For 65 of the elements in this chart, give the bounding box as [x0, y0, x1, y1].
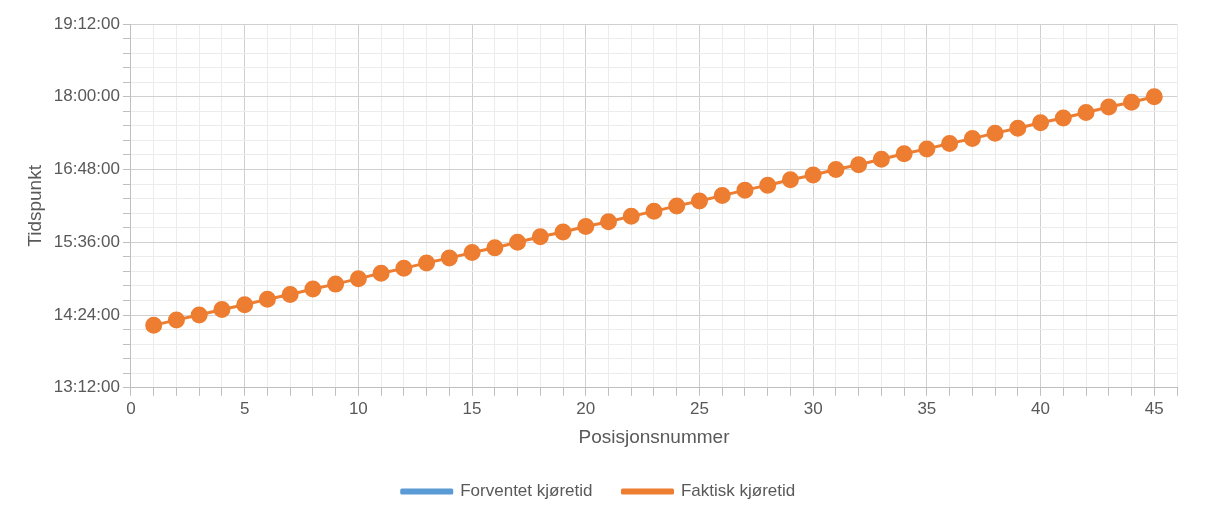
point	[554, 223, 572, 241]
x-tick-label: 10	[348, 398, 368, 418]
point	[827, 161, 845, 179]
point	[895, 145, 913, 163]
point	[463, 244, 481, 262]
y-tick-label: 14:24:00	[53, 304, 120, 324]
x-axis-title: Posisjonsnummer	[578, 425, 731, 447]
point	[190, 306, 208, 324]
point	[600, 213, 618, 231]
y-tick-label: 16:48:00	[53, 159, 120, 179]
point	[1054, 109, 1072, 127]
point	[281, 285, 299, 303]
point	[781, 171, 799, 189]
point	[918, 140, 936, 158]
point	[690, 192, 708, 210]
y-tick-label: 15:36:00	[53, 231, 120, 251]
point	[736, 181, 754, 199]
point	[395, 259, 413, 277]
point	[804, 166, 822, 184]
point	[327, 275, 345, 293]
point	[372, 264, 390, 282]
x-tick-label: 35	[917, 398, 937, 418]
point	[258, 290, 276, 308]
point	[1032, 114, 1050, 132]
point	[872, 150, 890, 168]
point	[1123, 93, 1141, 111]
point	[418, 254, 436, 272]
point	[236, 296, 254, 314]
point	[963, 130, 981, 148]
legend-label: Forventet kjøretid	[460, 481, 593, 501]
x-tick-label: 20	[576, 398, 596, 418]
point	[304, 280, 322, 298]
point	[509, 233, 527, 251]
point	[668, 197, 686, 215]
point	[1100, 98, 1118, 116]
x-tick-label: 15	[462, 398, 482, 418]
point	[440, 249, 458, 267]
point	[531, 228, 549, 246]
point	[645, 202, 663, 220]
point	[1145, 88, 1163, 106]
point	[941, 134, 959, 152]
point	[622, 207, 640, 225]
point	[145, 316, 163, 334]
point	[486, 239, 504, 257]
point	[213, 301, 231, 319]
x-tick-label: 0	[126, 398, 136, 418]
y-tick-label: 18:00:00	[53, 86, 120, 106]
legend-label: Faktisk kjøretid	[680, 481, 796, 501]
x-tick-label: 40	[1031, 398, 1051, 418]
x-tick-label: 5	[239, 398, 250, 418]
point	[1077, 104, 1095, 122]
y-tick-label: 13:12:00	[53, 377, 120, 397]
point	[713, 187, 731, 205]
point	[986, 124, 1004, 142]
point	[759, 176, 777, 194]
point	[850, 156, 868, 174]
point	[1009, 119, 1027, 137]
y-tick-label: 19:12:00	[53, 13, 120, 33]
x-tick-label: 25	[690, 398, 709, 418]
point	[577, 218, 595, 236]
x-tick-label: 30	[803, 398, 823, 418]
x-tick-label: 45	[1144, 398, 1164, 418]
point	[349, 270, 367, 288]
y-axis-title: Tidspunkt	[23, 164, 45, 247]
point	[167, 311, 185, 329]
